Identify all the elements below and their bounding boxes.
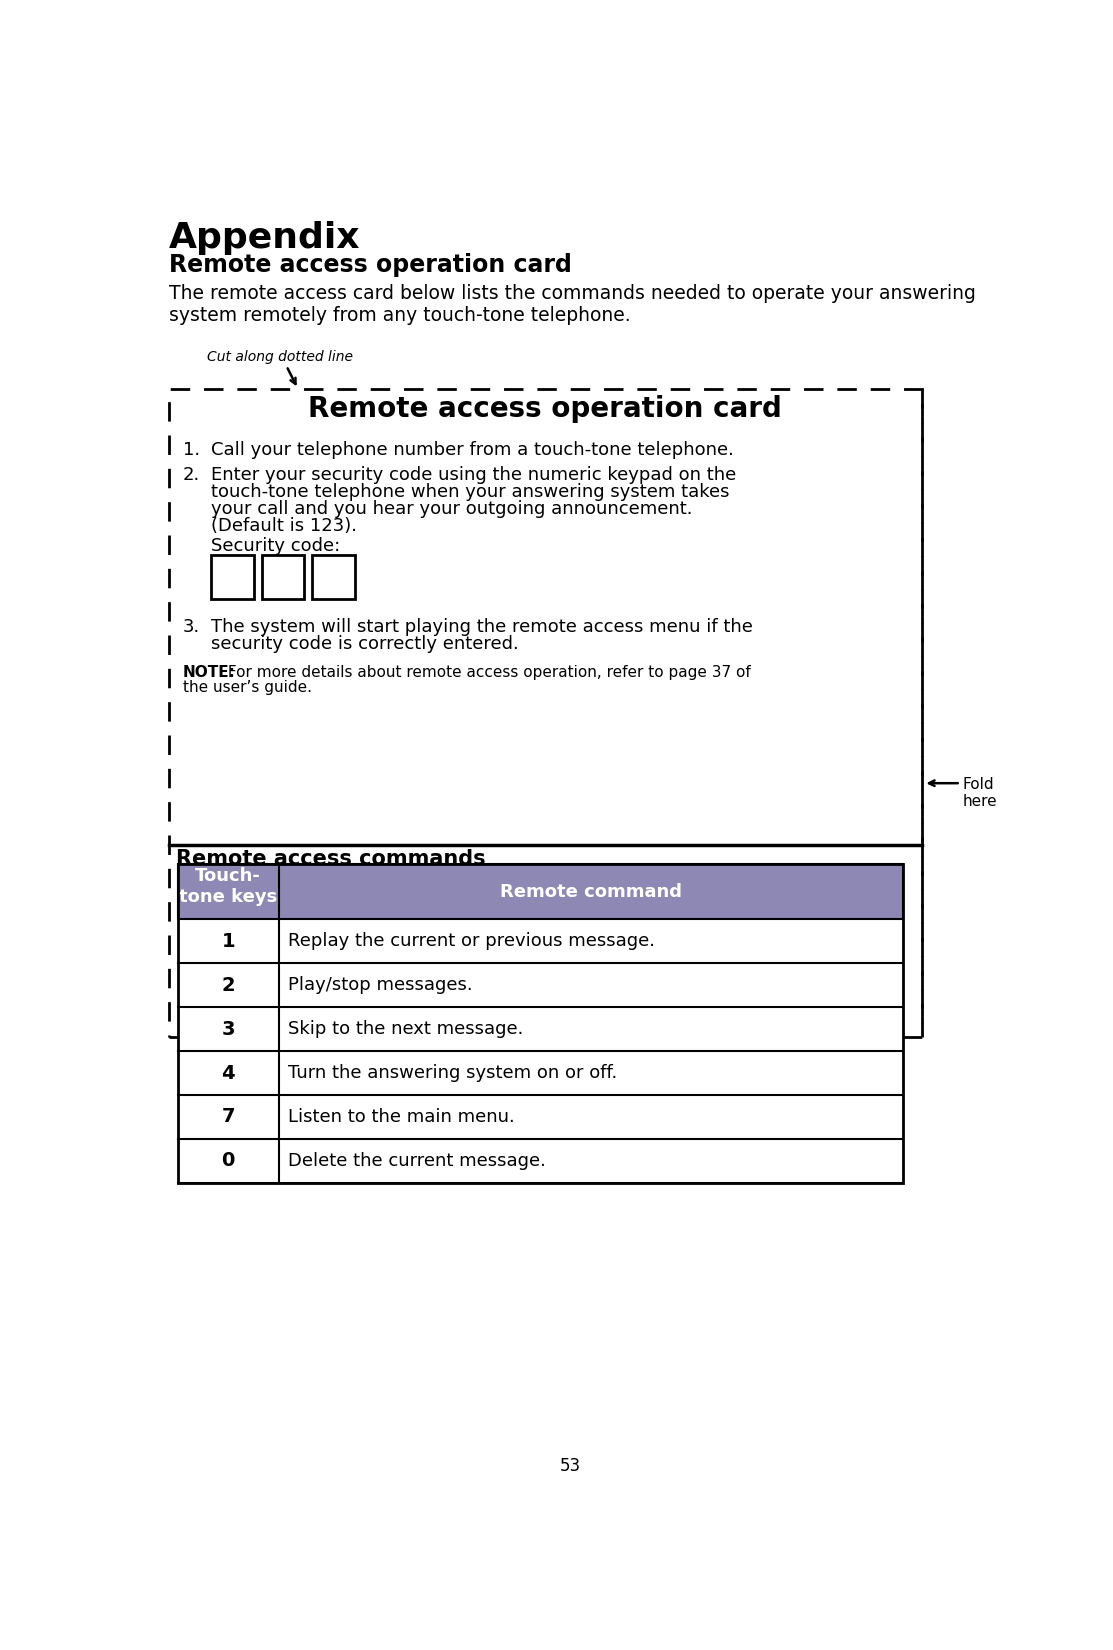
Bar: [178, 865, 903, 919]
Bar: [312, 554, 355, 599]
Text: 1.: 1.: [183, 441, 199, 459]
Text: Security code:: Security code:: [211, 536, 341, 554]
Bar: [178, 1051, 903, 1096]
Bar: [178, 919, 903, 964]
Text: Remote access operation card: Remote access operation card: [308, 394, 782, 422]
Text: Play/stop messages.: Play/stop messages.: [288, 977, 473, 995]
Text: Replay the current or previous message.: Replay the current or previous message.: [288, 932, 654, 950]
Bar: [178, 964, 903, 1006]
Text: Touch-
tone keys: Touch- tone keys: [179, 868, 277, 906]
Text: Remote access commands: Remote access commands: [176, 850, 486, 870]
Text: NOTE:: NOTE:: [183, 665, 236, 680]
Text: Call your telephone number from a touch-tone telephone.: Call your telephone number from a touch-…: [211, 441, 735, 459]
Text: Cut along dotted line: Cut along dotted line: [207, 350, 353, 365]
Text: 2.: 2.: [183, 465, 199, 483]
Text: your call and you hear your outgoing announcement.: your call and you hear your outgoing ann…: [211, 500, 692, 518]
Bar: [178, 1096, 903, 1138]
Text: 1: 1: [221, 932, 235, 950]
Text: the user’s guide.: the user’s guide.: [183, 680, 312, 695]
Text: The system will start playing the remote access menu if the: The system will start playing the remote…: [211, 619, 754, 637]
Text: 53: 53: [560, 1457, 581, 1475]
Text: 4: 4: [221, 1064, 235, 1082]
Text: 0: 0: [221, 1152, 235, 1170]
Text: Appendix: Appendix: [168, 221, 361, 256]
Bar: [178, 865, 903, 1183]
Bar: [262, 554, 304, 599]
Text: 7: 7: [221, 1107, 235, 1127]
Text: Delete the current message.: Delete the current message.: [288, 1152, 545, 1170]
Bar: [168, 389, 922, 1038]
Text: 3.: 3.: [183, 619, 199, 637]
Bar: [178, 1006, 903, 1051]
Bar: [211, 554, 254, 599]
Text: Turn the answering system on or off.: Turn the answering system on or off.: [288, 1064, 618, 1082]
Text: The remote access card below lists the commands needed to operate your answering: The remote access card below lists the c…: [168, 284, 975, 304]
Text: 3: 3: [221, 1020, 235, 1040]
Text: Enter your security code using the numeric keypad on the: Enter your security code using the numer…: [211, 465, 737, 483]
Text: Fold
here: Fold here: [962, 777, 997, 810]
Text: 2: 2: [221, 975, 235, 995]
Text: system remotely from any touch-tone telephone.: system remotely from any touch-tone tele…: [168, 305, 630, 325]
Text: touch-tone telephone when your answering system takes: touch-tone telephone when your answering…: [211, 483, 730, 502]
Bar: [178, 1138, 903, 1183]
Text: Remote access operation card: Remote access operation card: [168, 254, 571, 277]
Text: Skip to the next message.: Skip to the next message.: [288, 1020, 523, 1038]
Text: Remote command: Remote command: [500, 883, 681, 901]
Text: For more details about remote access operation, refer to page 37 of: For more details about remote access ope…: [223, 665, 750, 680]
Text: Listen to the main menu.: Listen to the main menu.: [288, 1109, 514, 1125]
Text: security code is correctly entered.: security code is correctly entered.: [211, 635, 519, 653]
Text: (Default is 123).: (Default is 123).: [211, 516, 357, 535]
